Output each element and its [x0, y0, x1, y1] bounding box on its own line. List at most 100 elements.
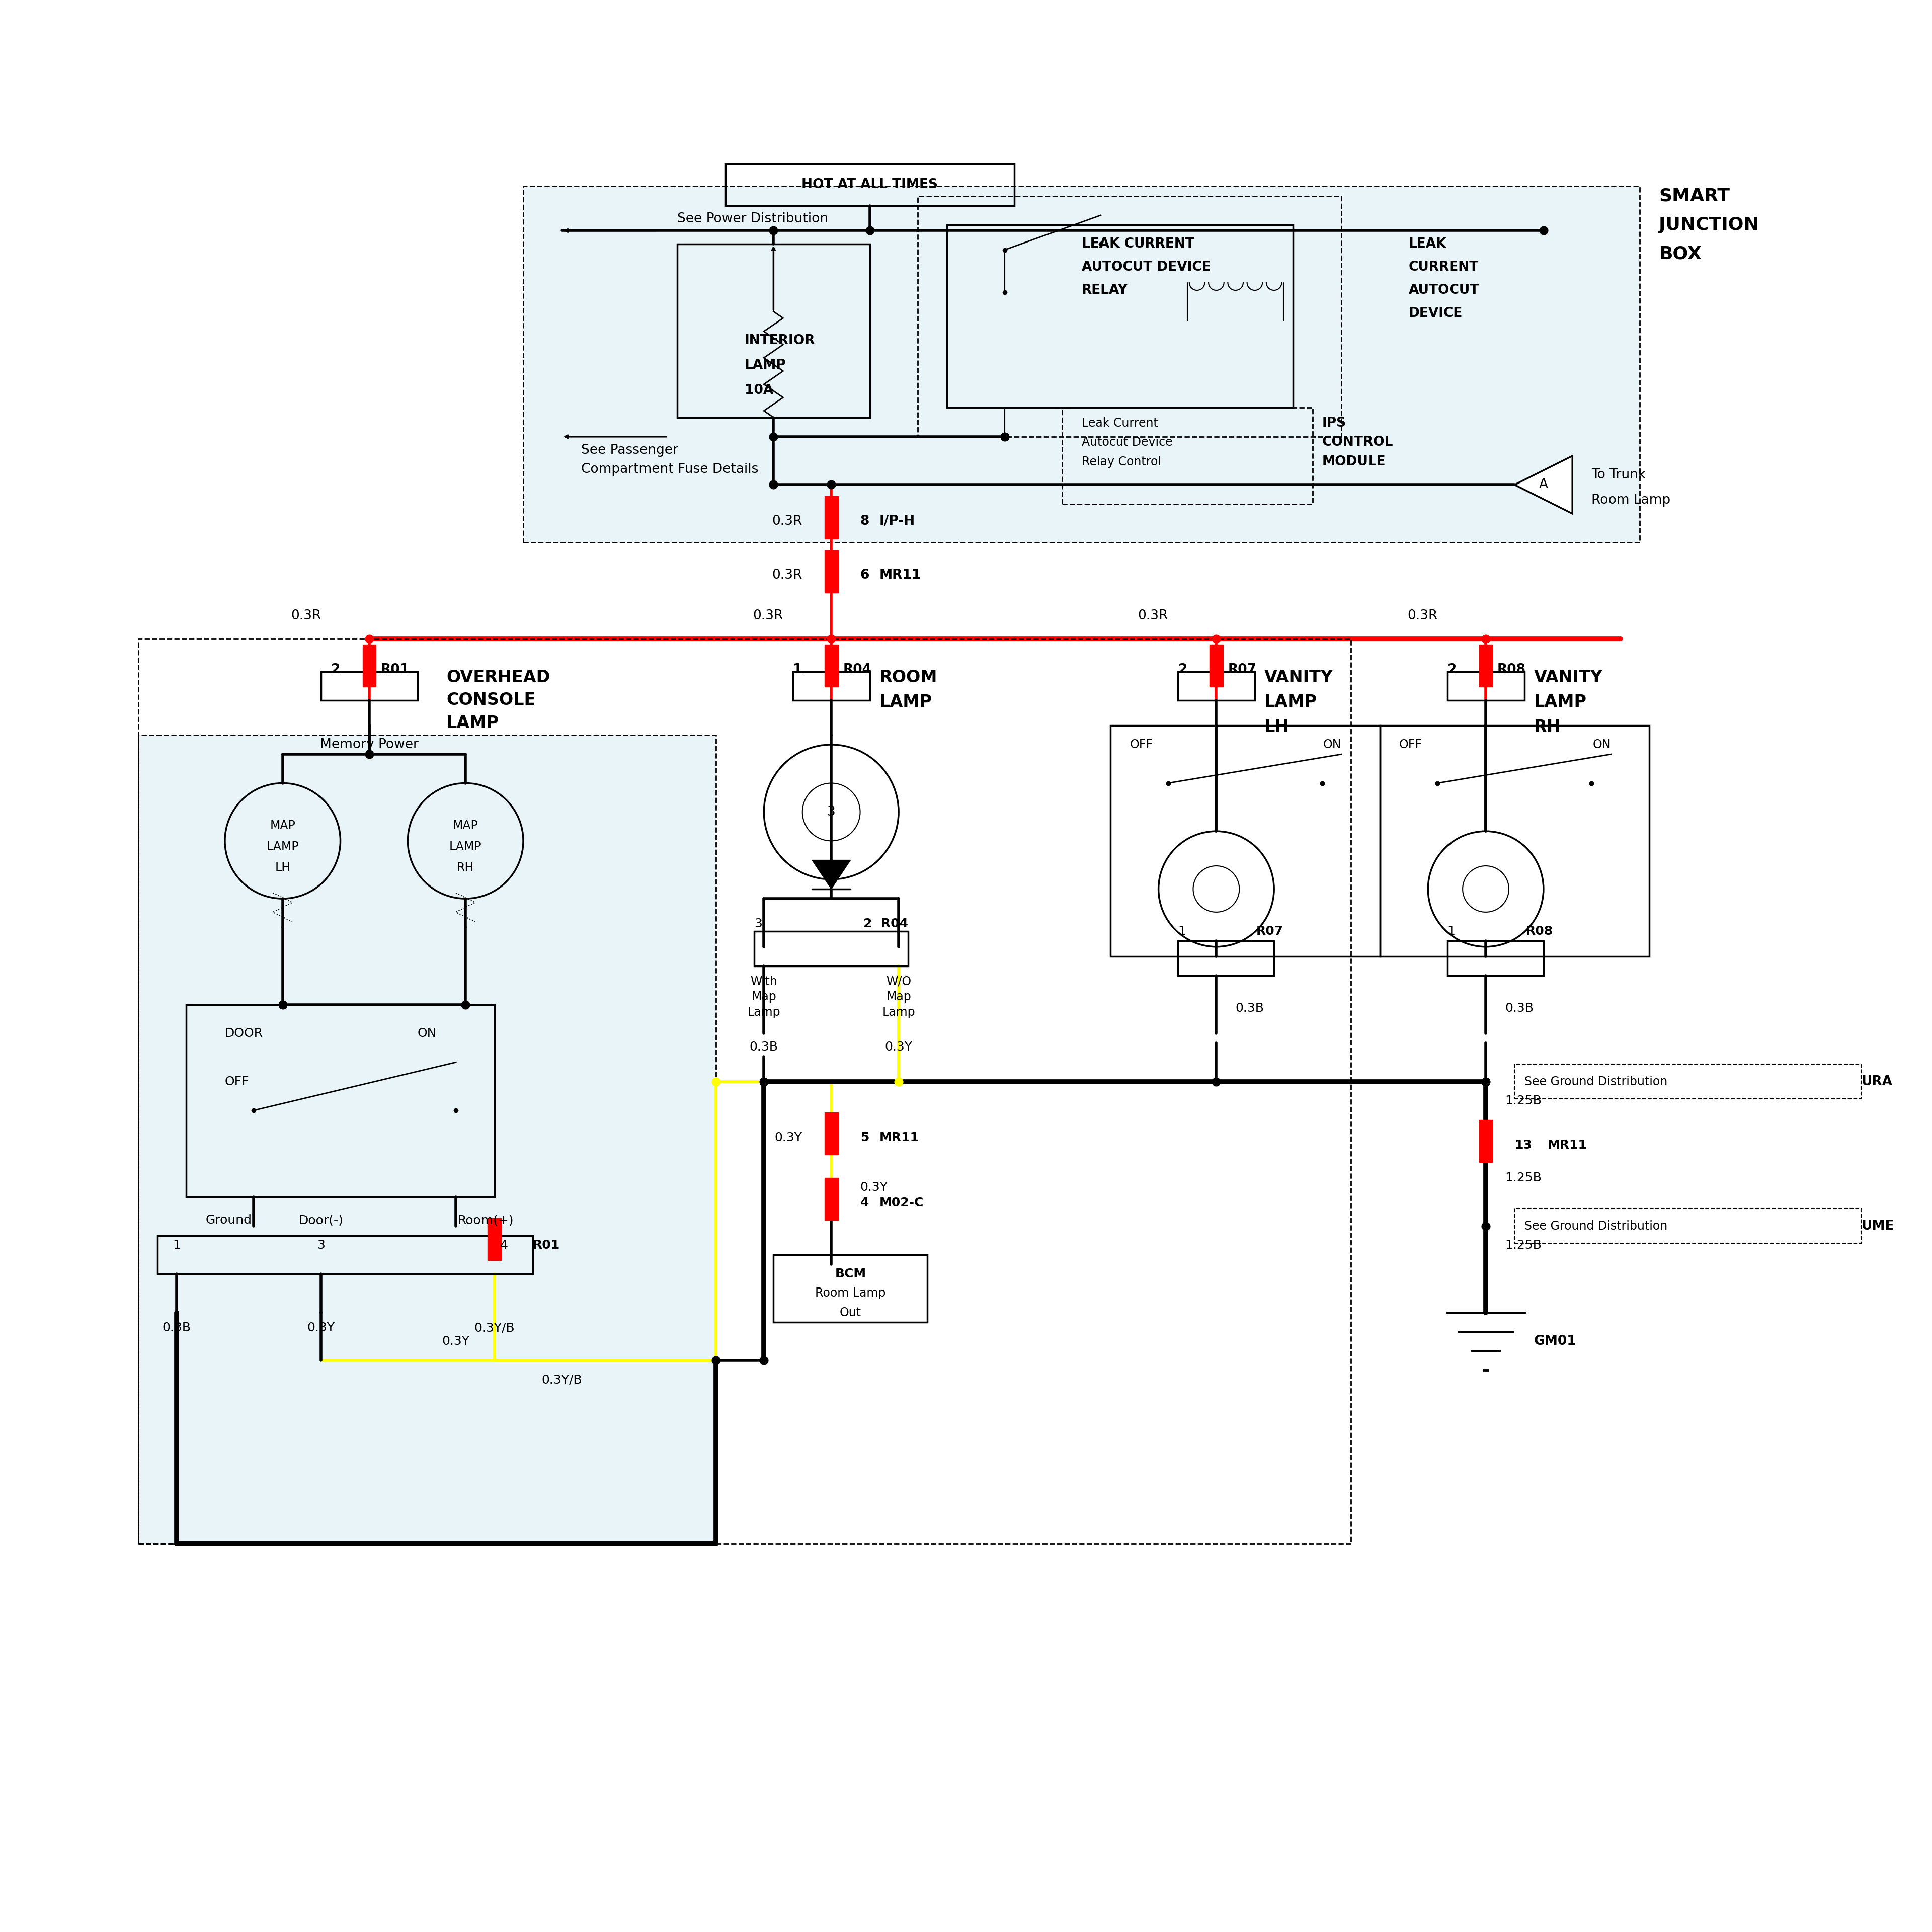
Text: LAMP: LAMP [446, 715, 498, 732]
Bar [487, 1219, 500, 1260]
Text: INTERIOR: INTERIOR [744, 334, 815, 348]
Text: Map: Map [887, 991, 912, 1003]
Text: MAP: MAP [270, 819, 296, 831]
Text: AUTOCUT DEVICE: AUTOCUT DEVICE [1082, 261, 1211, 274]
Text: R08: R08 [1526, 925, 1553, 937]
Text: ON: ON [1323, 738, 1341, 752]
Bar [1209, 645, 1223, 688]
Text: To Trunk: To Trunk [1592, 469, 1646, 481]
Text: With: With [750, 976, 777, 987]
Text: RELAY: RELAY [1082, 284, 1128, 298]
Text: 0.3Y: 0.3Y [885, 1041, 912, 1053]
Bar [524, 185, 1640, 543]
Polygon shape [1515, 456, 1573, 514]
Text: ROOM: ROOM [879, 668, 937, 686]
Text: DOOR: DOOR [224, 1028, 263, 1039]
Text: Room Lamp: Room Lamp [1592, 493, 1671, 506]
Text: Room(+): Room(+) [458, 1213, 514, 1227]
Bar [678, 243, 869, 417]
Bar [158, 1235, 533, 1273]
Text: Door(-): Door(-) [299, 1213, 344, 1227]
Text: VANITY: VANITY [1534, 668, 1604, 686]
Text: 6: 6 [860, 568, 869, 582]
Text: R07: R07 [1256, 925, 1283, 937]
Text: 2: 2 [1447, 663, 1457, 676]
Bar [1063, 408, 1312, 504]
Text: 0.3Y: 0.3Y [442, 1335, 469, 1347]
Text: LAMP: LAMP [450, 840, 481, 852]
Text: RH: RH [456, 862, 473, 873]
Text: A: A [1540, 479, 1548, 491]
Bar [753, 931, 908, 966]
Text: Lamp: Lamp [748, 1007, 781, 1018]
Bar [1515, 1209, 1861, 1242]
Text: 3: 3 [753, 918, 763, 929]
Text: See Ground Distribution: See Ground Distribution [1524, 1219, 1667, 1233]
Text: 0.3R: 0.3R [773, 568, 802, 582]
Text: Ground: Ground [205, 1213, 251, 1227]
Bar [725, 164, 1014, 205]
Text: R08: R08 [1497, 663, 1526, 676]
Text: URA: URA [1861, 1074, 1891, 1088]
Text: UME: UME [1861, 1219, 1893, 1233]
Text: LAMP: LAMP [1264, 694, 1318, 711]
Text: MAP: MAP [452, 819, 479, 831]
Text: 0.3B: 0.3B [162, 1321, 191, 1333]
Text: OFF: OFF [224, 1076, 249, 1088]
Bar [792, 672, 869, 699]
Text: 0.3B: 0.3B [1235, 1003, 1264, 1014]
Text: BOX: BOX [1660, 245, 1702, 263]
Text: Out: Out [840, 1306, 862, 1318]
Bar [825, 1113, 838, 1155]
Text: LAMP: LAMP [744, 359, 786, 373]
Text: 0.3R: 0.3R [1138, 609, 1169, 622]
Text: Relay Control: Relay Control [1082, 456, 1161, 468]
Text: OFF: OFF [1399, 738, 1422, 752]
Text: 0.3R: 0.3R [290, 609, 321, 622]
Text: M02-C: M02-C [879, 1196, 923, 1209]
Text: 3: 3 [317, 1238, 325, 1252]
Text: See Ground Distribution: See Ground Distribution [1524, 1076, 1667, 1088]
Text: SMART: SMART [1660, 187, 1729, 205]
Text: Map: Map [752, 991, 777, 1003]
Text: Leak Current: Leak Current [1082, 417, 1157, 429]
Bar [1480, 1121, 1493, 1163]
Text: 0.3Y: 0.3Y [860, 1180, 889, 1194]
Text: 0.3Y: 0.3Y [775, 1132, 802, 1144]
Text: 1.25B: 1.25B [1505, 1171, 1542, 1184]
Text: 1.25B: 1.25B [1505, 1095, 1542, 1107]
Text: CONSOLE: CONSOLE [446, 692, 535, 709]
Text: Room Lamp: Room Lamp [815, 1287, 885, 1300]
Text: Compartment Fuse Details: Compartment Fuse Details [582, 464, 757, 475]
Text: CONTROL: CONTROL [1321, 437, 1393, 448]
Bar [825, 645, 838, 688]
Text: Lamp: Lamp [883, 1007, 916, 1018]
Bar [1447, 672, 1524, 699]
Bar [825, 1179, 838, 1221]
Bar [185, 1005, 495, 1198]
Text: MR11: MR11 [879, 1132, 920, 1144]
Text: ON: ON [417, 1028, 437, 1039]
Bar [918, 195, 1341, 437]
Text: JUNCTION: JUNCTION [1660, 216, 1758, 234]
Bar [825, 497, 838, 539]
Text: MODULE: MODULE [1321, 456, 1385, 468]
Bar [825, 551, 838, 593]
Text: R07: R07 [1229, 663, 1256, 676]
Bar [139, 734, 715, 1544]
Text: 1.25B: 1.25B [1505, 1238, 1542, 1252]
Text: HOT AT ALL TIMES: HOT AT ALL TIMES [802, 178, 937, 191]
Text: RH: RH [1534, 719, 1561, 736]
Bar [1179, 672, 1254, 699]
Text: OFF: OFF [1130, 738, 1153, 752]
Bar [363, 645, 377, 688]
Text: I/P-H: I/P-H [879, 514, 916, 527]
Text: LAMP: LAMP [879, 694, 933, 711]
Text: 2  R04: 2 R04 [864, 918, 908, 929]
Text: 4: 4 [860, 1196, 869, 1209]
Bar [1480, 645, 1493, 688]
Text: IPS: IPS [1321, 417, 1347, 429]
Text: 1: 1 [172, 1238, 182, 1252]
Text: MR11: MR11 [1548, 1140, 1586, 1151]
Text: 1: 1 [1447, 925, 1455, 937]
